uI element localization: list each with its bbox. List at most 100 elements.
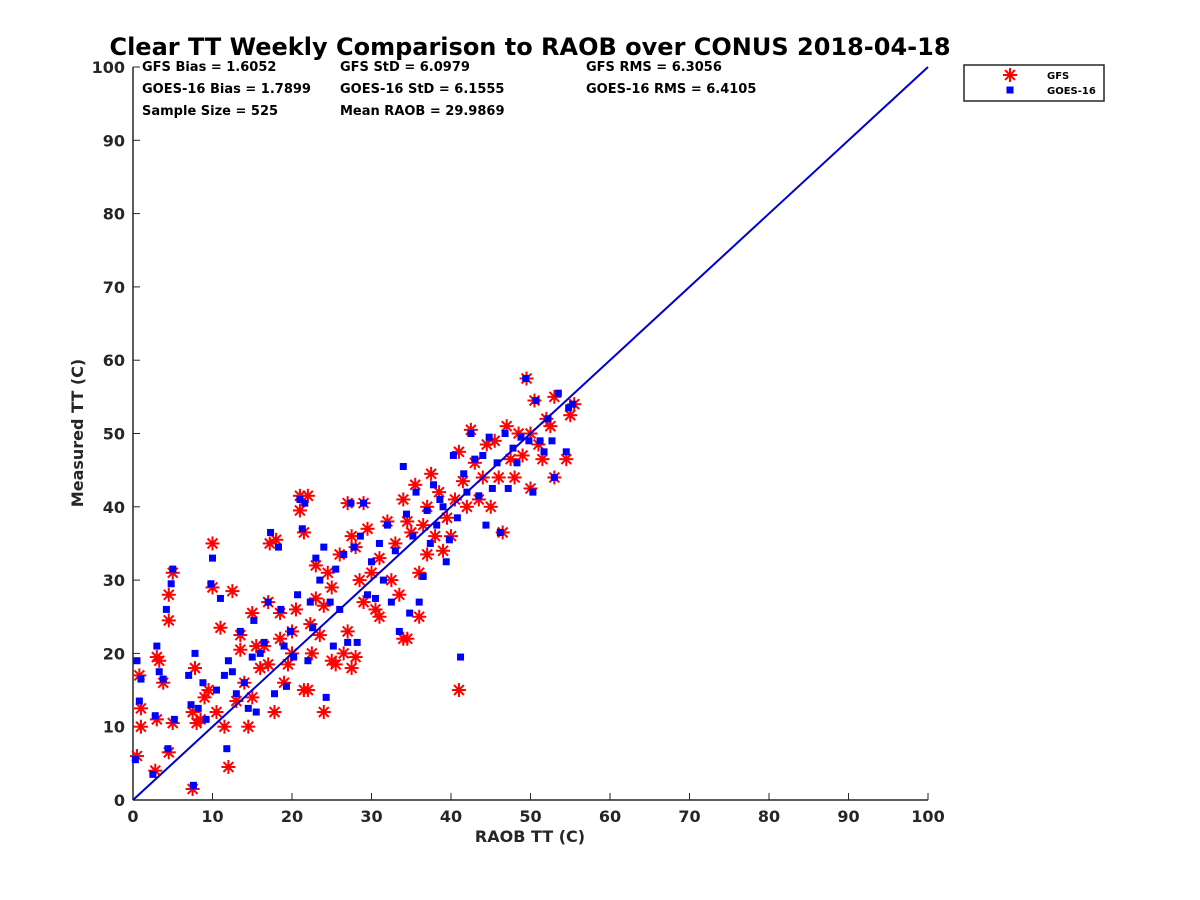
- goes16-point: [212, 686, 220, 694]
- gfs-point: [396, 492, 411, 507]
- gfs-point: [352, 573, 367, 588]
- gfs-point: [440, 510, 455, 525]
- x-axis-label: RAOB TT (C): [475, 827, 585, 846]
- goes16-point: [209, 554, 216, 562]
- legend: GFS GOES-16: [963, 64, 1105, 102]
- goes16-point: [371, 594, 379, 602]
- goes16-point: [457, 653, 465, 661]
- goes16-point: [433, 521, 441, 529]
- goes16-point: [442, 558, 450, 566]
- gfs-point: [360, 521, 375, 536]
- goes16-point: [189, 781, 197, 789]
- goes16-point: [298, 525, 306, 533]
- goes16-point: [135, 697, 143, 705]
- gfs-point: [432, 485, 447, 500]
- legend-gfs-label: GFS: [1047, 71, 1069, 82]
- goes16-point: [409, 532, 417, 540]
- legend-box: [963, 64, 1105, 102]
- gfs-point: [491, 470, 506, 485]
- goes16-point: [540, 448, 548, 456]
- x-tick-label: 70: [678, 807, 700, 826]
- goes16-point: [475, 492, 483, 500]
- series-gfs: [129, 371, 582, 797]
- goes16-point: [353, 638, 361, 646]
- goes16-point: [562, 448, 570, 456]
- goes16-point: [356, 532, 364, 540]
- x-tick-label: 20: [281, 807, 303, 826]
- x-tick-label: 0: [127, 807, 138, 826]
- gfs-point: [201, 683, 216, 698]
- goes16-point: [155, 668, 163, 676]
- goes16-point: [544, 415, 552, 423]
- goes16-point: [322, 693, 330, 701]
- goes16-point: [412, 488, 420, 496]
- goes16-point: [240, 679, 248, 687]
- gfs-point: [483, 499, 498, 514]
- gfs-point: [152, 653, 167, 668]
- stat-gfs-std: GFS StD = 6.0979: [340, 60, 470, 75]
- one-to-one-line: [132, 66, 929, 801]
- goes16-point: [488, 484, 496, 492]
- gfs-point: [416, 518, 431, 533]
- goes16-point: [304, 657, 312, 665]
- gfs-point: [459, 499, 474, 514]
- goes16-point: [496, 528, 504, 536]
- goes16-point: [316, 576, 324, 584]
- goes16-point: [504, 484, 512, 492]
- y-tick-label: 40: [103, 498, 125, 517]
- stat-goes-bias: GOES-16 Bias = 1.7899: [142, 82, 311, 97]
- y-tick-label: 90: [103, 131, 125, 150]
- goes16-point: [244, 704, 252, 712]
- legend-goes16-marker: [1006, 86, 1014, 94]
- goes16-point: [513, 459, 521, 467]
- goes16-point: [395, 627, 403, 635]
- goes16-point: [256, 649, 264, 657]
- goes16-point: [320, 543, 328, 551]
- gfs-point: [161, 613, 176, 628]
- legend-goes16-label: GOES-16: [1047, 86, 1096, 97]
- goes16-point: [309, 624, 317, 632]
- x-tick-label: 10: [201, 807, 223, 826]
- gfs-point: [507, 470, 522, 485]
- x-tick-label: 50: [519, 807, 541, 826]
- goes16-point: [548, 437, 556, 445]
- goes16-point: [252, 708, 260, 716]
- gfs-point: [269, 532, 284, 547]
- legend-goes16-square: [1006, 86, 1014, 94]
- gfs-point: [300, 683, 315, 698]
- goes16-point: [151, 712, 159, 720]
- goes16-point: [199, 679, 207, 687]
- gfs-point: [205, 580, 220, 595]
- goes16-point: [286, 627, 294, 635]
- gfs-point: [304, 646, 319, 661]
- goes16-point: [449, 451, 457, 459]
- goes16-point: [493, 459, 501, 467]
- goes16-point: [167, 580, 175, 588]
- goes16-point: [131, 756, 139, 764]
- goes16-point: [350, 543, 358, 551]
- goes16-point: [267, 528, 275, 536]
- gfs-point: [344, 661, 359, 676]
- goes16-point: [460, 470, 468, 478]
- goes16-point: [169, 565, 177, 573]
- goes16-point: [364, 591, 372, 599]
- x-tick-label: 40: [440, 807, 462, 826]
- y-tick-label: 80: [103, 205, 125, 224]
- gfs-point: [209, 705, 224, 720]
- goes16-point: [426, 539, 434, 547]
- y-tick-label: 10: [103, 718, 125, 737]
- gfs-point: [221, 760, 236, 775]
- goes16-point: [415, 598, 423, 606]
- goes16-point: [277, 605, 285, 613]
- gfs-point: [436, 543, 451, 558]
- gfs-point: [424, 466, 439, 481]
- stat-mean-raob: Mean RAOB = 29.9869: [340, 104, 505, 119]
- goes16-point: [550, 473, 558, 481]
- goes16-point: [501, 430, 509, 437]
- goes16-point: [509, 444, 517, 452]
- goes16-point: [360, 499, 368, 507]
- goes16-point: [250, 616, 258, 624]
- gfs-point: [261, 657, 276, 672]
- x-tick-label: 80: [758, 807, 780, 826]
- x-tick-label: 30: [360, 807, 382, 826]
